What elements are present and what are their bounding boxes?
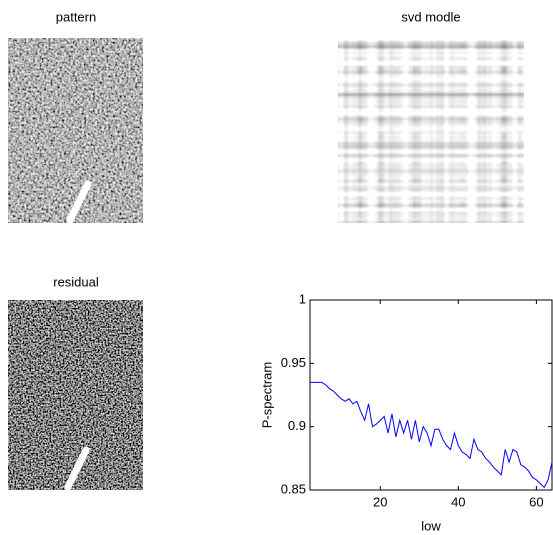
y-tick-label: 0.95 [281,355,306,370]
x-tick-label: 40 [451,494,465,509]
image-title: pattern [56,9,96,24]
y-tick-label: 1 [299,291,306,306]
y-axis-label: P-spectram [259,362,274,428]
y-tick-label: 0.85 [281,481,306,496]
pattern-image [8,38,143,223]
svd-image [338,38,524,223]
y-tick-label: 0.9 [288,418,306,433]
x-tick-label: 20 [373,494,387,509]
x-tick-label: 60 [529,494,543,509]
streak [66,180,92,224]
image-title: svd modle [401,9,460,24]
streak [64,446,90,491]
x-axis-label: low [421,518,441,533]
data-line [310,381,553,489]
image-title: residual [53,274,99,289]
line-plot: P-spectram low 0.85 0.9 0.95 1 20 40 60 [259,291,553,533]
axes-box [309,299,553,491]
residual-image [8,300,143,490]
